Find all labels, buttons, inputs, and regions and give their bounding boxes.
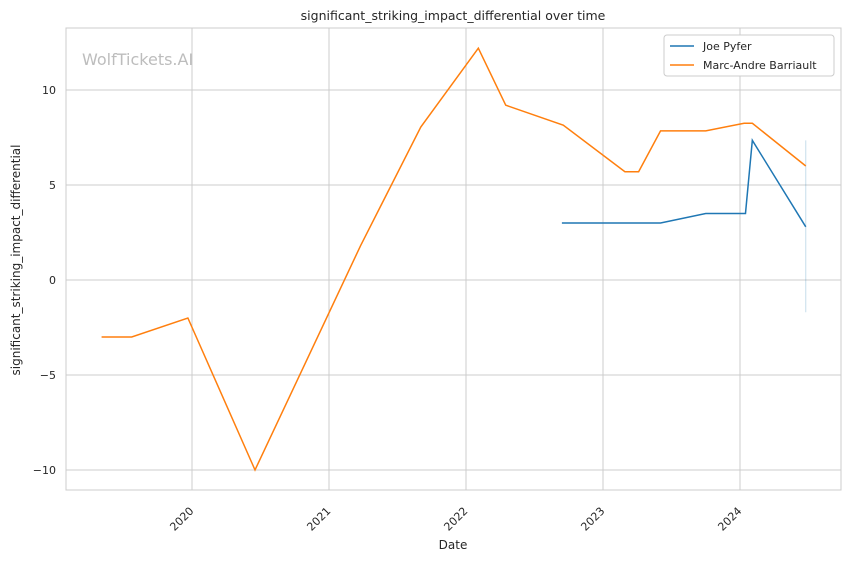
chart-title: significant_striking_impact_differential…	[301, 8, 606, 23]
y-tick-label: −10	[33, 464, 56, 477]
x-tick-label: 2022	[441, 505, 470, 534]
x-tick-label: 2023	[578, 505, 607, 534]
y-tick-label: 0	[49, 274, 56, 287]
plot-frame	[65, 27, 842, 491]
series-line-marc-andre-barriault	[101, 46, 807, 472]
y-tick-label: 5	[49, 179, 56, 192]
legend-label-marc-andre-barriault: Marc-Andre Barriault	[703, 59, 817, 72]
x-tick-label: 2021	[304, 505, 333, 534]
legend-label-joe-pyfer: Joe Pyfer	[702, 40, 752, 53]
legend: Joe Pyfer Marc-Andre Barriault	[663, 34, 835, 77]
y-tick-label: −5	[40, 369, 56, 382]
series-line-joe-pyfer	[561, 138, 807, 228]
y-axis-label: significant_striking_impact_differential	[9, 145, 23, 376]
x-tick-label: 2024	[715, 505, 744, 534]
watermark: WolfTickets.AI	[82, 50, 193, 69]
x-tick-label: 2020	[167, 505, 196, 534]
x-axis-label: Date	[439, 538, 468, 552]
y-tick-label: 10	[42, 84, 56, 97]
